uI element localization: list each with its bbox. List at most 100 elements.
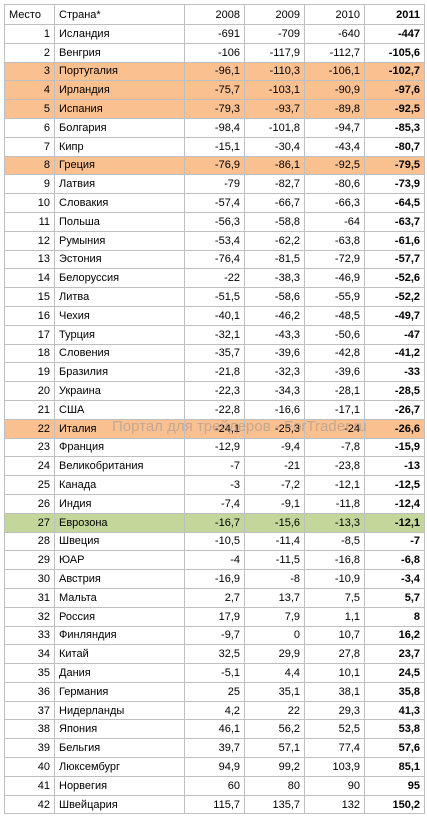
country-cell: Нидерланды bbox=[54, 700, 185, 721]
country-cell: Венгрия bbox=[54, 42, 185, 63]
value-cell: -15,9 bbox=[364, 437, 425, 458]
value-cell: -63,8 bbox=[304, 230, 365, 251]
rank-cell: 13 bbox=[4, 249, 55, 270]
value-cell: -41,2 bbox=[364, 343, 425, 364]
value-cell: -80,6 bbox=[304, 174, 365, 195]
value-cell: -22,8 bbox=[184, 399, 245, 420]
value-cell: -16,9 bbox=[184, 569, 245, 589]
country-cell: Португалия bbox=[54, 61, 185, 82]
value-cell: -93,7 bbox=[244, 99, 305, 119]
value-cell: -5,1 bbox=[184, 663, 245, 683]
value-cell: -12,9 bbox=[184, 437, 245, 458]
value-cell: -35,7 bbox=[184, 343, 245, 364]
country-cell: Еврозона bbox=[54, 512, 185, 533]
table-row: 27 Еврозона -16,7 -15,6 -13,3 -12,1 bbox=[4, 512, 425, 533]
value-cell: -23,8 bbox=[304, 456, 365, 477]
rank-cell: 19 bbox=[4, 362, 55, 383]
value-cell: -12,4 bbox=[364, 493, 425, 514]
value-cell: 41,3 bbox=[364, 700, 425, 721]
table-row: 10 Словакия -57,4 -66,7 -66,3 -64,5 bbox=[4, 193, 425, 213]
table-row: 28 Швеция -10,5 -11,4 -8,5 -7 bbox=[4, 531, 425, 552]
country-cell: Финляндия bbox=[54, 625, 185, 646]
rank-cell: 12 bbox=[4, 230, 55, 251]
table-row: 16 Чехия -40,1 -46,2 -48,5 -49,7 bbox=[4, 305, 425, 326]
table-row: 34 Китай 32,5 29,9 27,8 23,7 bbox=[4, 644, 425, 665]
table-row: 13 Эстония -76,4 -81,5 -72,9 -57,7 bbox=[4, 249, 425, 270]
value-cell: -6,8 bbox=[364, 550, 425, 571]
value-cell: -51,5 bbox=[184, 287, 245, 307]
rank-cell: 6 bbox=[4, 117, 55, 138]
rank-cell: 33 bbox=[4, 625, 55, 646]
value-cell: -48,5 bbox=[304, 305, 365, 326]
value-cell: -90,9 bbox=[304, 80, 365, 101]
value-cell: -63,7 bbox=[364, 211, 425, 232]
country-cell: Люксембург bbox=[54, 757, 185, 777]
value-cell: -7 bbox=[364, 531, 425, 552]
value-cell: -64 bbox=[304, 211, 365, 232]
table-row: 40 Люксембург 94,9 99,2 103,9 85,1 bbox=[4, 757, 425, 777]
value-cell: -33 bbox=[364, 362, 425, 383]
value-cell: -86,1 bbox=[244, 155, 305, 176]
value-cell: -82,7 bbox=[244, 174, 305, 195]
value-cell: 56,2 bbox=[244, 719, 305, 740]
value-cell: -22 bbox=[184, 268, 245, 289]
country-cell: Япония bbox=[54, 719, 185, 740]
table-row: 38 Япония 46,1 56,2 52,5 53,8 bbox=[4, 719, 425, 740]
table-row: 1 Исландия -691 -709 -640 -447 bbox=[4, 24, 425, 44]
rank-cell: 24 bbox=[4, 456, 55, 477]
rank-cell: 11 bbox=[4, 211, 55, 232]
value-cell: -53,4 bbox=[184, 230, 245, 251]
value-cell: -21,8 bbox=[184, 362, 245, 383]
value-cell: -101,8 bbox=[244, 117, 305, 138]
table-row: 4 Ирландия -75,7 -103,1 -90,9 -97,6 bbox=[4, 80, 425, 101]
table-row: 29 ЮАР -4 -11,5 -16,8 -6,8 bbox=[4, 550, 425, 571]
rank-cell: 9 bbox=[4, 174, 55, 195]
value-cell: -3 bbox=[184, 475, 245, 495]
header-cell: Страна* bbox=[54, 4, 185, 25]
header-row: Место Страна* 2008 2009 2010 2011 bbox=[4, 4, 425, 25]
value-cell: 135,7 bbox=[244, 794, 305, 815]
country-cell: Швеция bbox=[54, 531, 185, 552]
value-cell: -691 bbox=[184, 24, 245, 44]
table-row: 26 Индия -7,4 -9,1 -11,8 -12,4 bbox=[4, 493, 425, 514]
value-cell: -11,8 bbox=[304, 493, 365, 514]
value-cell: 35,8 bbox=[364, 681, 425, 702]
value-cell: -49,7 bbox=[364, 305, 425, 326]
rank-cell: 2 bbox=[4, 42, 55, 63]
header-cell: Место bbox=[4, 4, 55, 25]
value-cell: -32,1 bbox=[184, 324, 245, 345]
table-row: 15 Литва -51,5 -58,6 -55,9 -52,2 bbox=[4, 287, 425, 307]
value-cell: -80,7 bbox=[364, 136, 425, 157]
value-cell: 23,7 bbox=[364, 644, 425, 665]
value-cell: 10,1 bbox=[304, 663, 365, 683]
country-cell: Румыния bbox=[54, 230, 185, 251]
value-cell: 13,7 bbox=[244, 587, 305, 608]
country-cell: Украина bbox=[54, 381, 185, 401]
value-cell: -92,5 bbox=[364, 99, 425, 119]
value-cell: -13,3 bbox=[304, 512, 365, 533]
rank-cell: 16 bbox=[4, 305, 55, 326]
value-cell: -640 bbox=[304, 24, 365, 44]
value-cell: 46,1 bbox=[184, 719, 245, 740]
country-cell: Болгария bbox=[54, 117, 185, 138]
table-row: 30 Австрия -16,9 -8 -10,9 -3,4 bbox=[4, 569, 425, 589]
value-cell: 24,5 bbox=[364, 663, 425, 683]
value-cell: -21 bbox=[244, 456, 305, 477]
value-cell: -12,1 bbox=[304, 475, 365, 495]
country-cell: Чехия bbox=[54, 305, 185, 326]
value-cell: -42,8 bbox=[304, 343, 365, 364]
value-cell: -26,6 bbox=[364, 418, 425, 439]
table-row: 19 Бразилия -21,8 -32,3 -39,6 -33 bbox=[4, 362, 425, 383]
country-cell: Германия bbox=[54, 681, 185, 702]
value-cell: -16,8 bbox=[304, 550, 365, 571]
country-cell: Литва bbox=[54, 287, 185, 307]
rank-cell: 34 bbox=[4, 644, 55, 665]
value-cell: -9,7 bbox=[184, 625, 245, 646]
value-cell: 39,7 bbox=[184, 738, 245, 759]
value-cell: 35,1 bbox=[244, 681, 305, 702]
value-cell: -10,5 bbox=[184, 531, 245, 552]
value-cell: 85,1 bbox=[364, 757, 425, 777]
value-cell: -28,1 bbox=[304, 381, 365, 401]
country-cell: Россия bbox=[54, 606, 185, 627]
rank-cell: 3 bbox=[4, 61, 55, 82]
